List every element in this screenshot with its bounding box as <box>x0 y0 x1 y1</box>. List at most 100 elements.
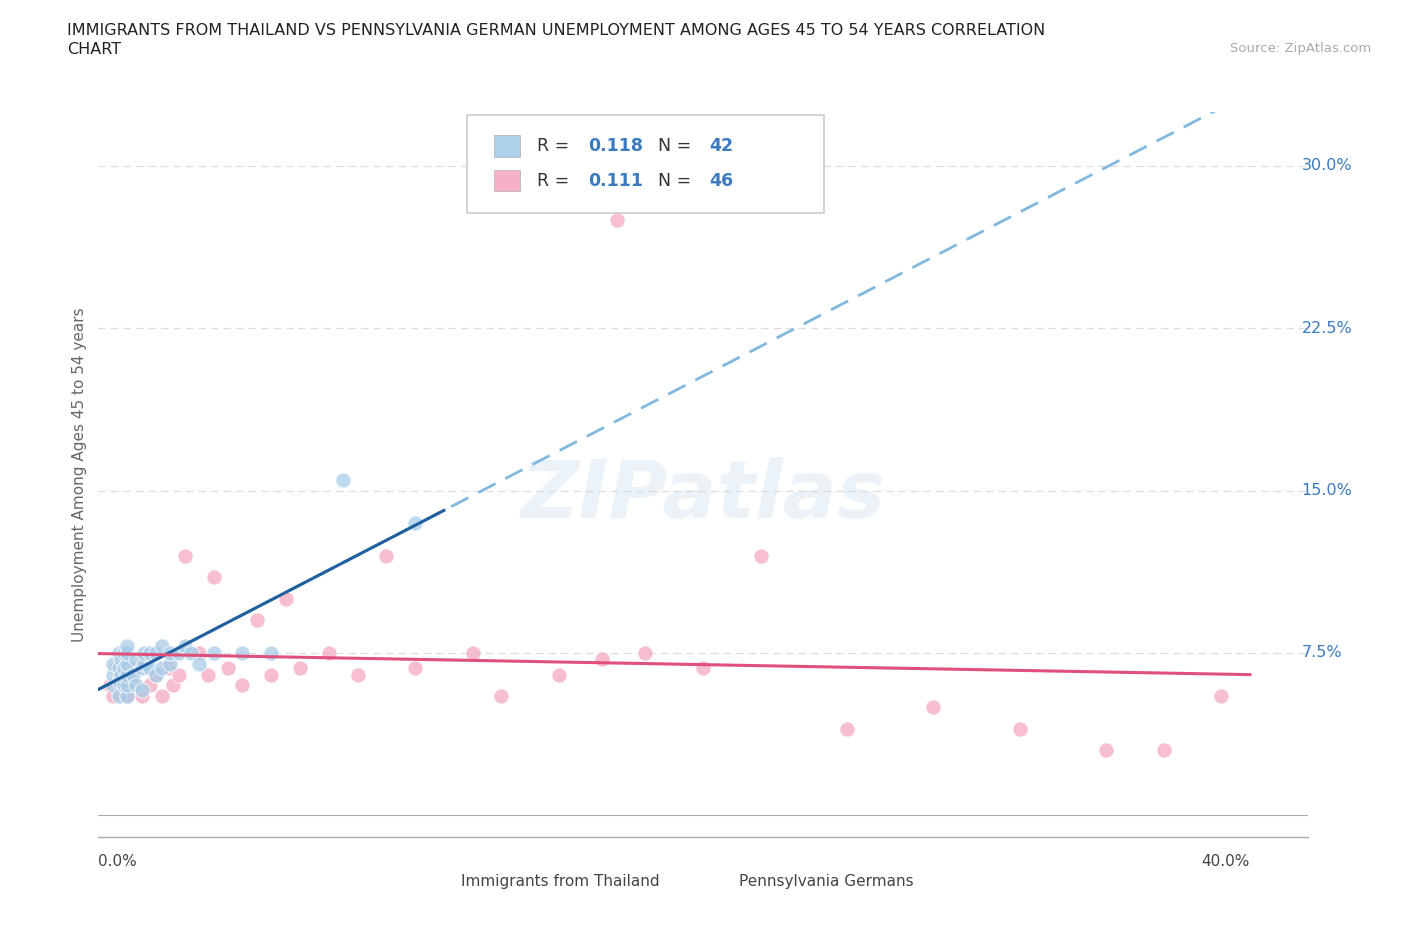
Point <box>139 660 162 675</box>
Y-axis label: Unemployment Among Ages 45 to 54 years: Unemployment Among Ages 45 to 54 years <box>72 307 87 642</box>
Point <box>150 689 173 704</box>
Point <box>134 645 156 660</box>
Point <box>173 639 195 654</box>
Point <box>131 683 153 698</box>
Text: R =: R = <box>537 137 575 154</box>
Point <box>180 645 202 660</box>
Point <box>217 660 239 675</box>
Point <box>112 678 135 693</box>
Point <box>159 645 181 660</box>
Point <box>332 472 354 487</box>
Text: Immigrants from Thailand: Immigrants from Thailand <box>461 874 659 889</box>
Point <box>922 699 945 714</box>
Point <box>107 678 129 693</box>
Text: Pennsylvania Germans: Pennsylvania Germans <box>740 874 914 889</box>
Text: ZIPatlas: ZIPatlas <box>520 457 886 535</box>
Point <box>634 645 657 660</box>
Point <box>125 678 148 693</box>
Point <box>145 667 167 682</box>
Text: 0.111: 0.111 <box>588 171 643 190</box>
Point <box>202 570 225 585</box>
Point <box>202 645 225 660</box>
Text: R =: R = <box>537 171 575 190</box>
Point <box>173 548 195 563</box>
Point <box>101 667 124 682</box>
Point <box>112 657 135 671</box>
Point <box>318 645 340 660</box>
Point <box>692 660 714 675</box>
Text: 42: 42 <box>709 137 733 154</box>
Point <box>231 645 253 660</box>
Point <box>112 660 135 675</box>
FancyBboxPatch shape <box>467 115 824 213</box>
Point <box>131 689 153 704</box>
Point <box>835 722 858 737</box>
Point <box>131 660 153 675</box>
Point <box>115 689 138 704</box>
Text: 0.118: 0.118 <box>588 137 643 154</box>
Point <box>122 667 145 682</box>
Point <box>110 667 132 682</box>
Point <box>125 660 148 675</box>
Text: 30.0%: 30.0% <box>1302 158 1353 173</box>
Point <box>115 667 138 682</box>
Text: 0.0%: 0.0% <box>98 855 138 870</box>
Point <box>260 667 283 682</box>
Point <box>231 678 253 693</box>
Point <box>1211 689 1233 704</box>
Point <box>107 689 129 704</box>
Point <box>288 660 311 675</box>
Point <box>110 667 132 682</box>
Text: 22.5%: 22.5% <box>1302 321 1353 336</box>
Point <box>156 660 179 675</box>
Text: N =: N = <box>658 171 697 190</box>
Point <box>246 613 269 628</box>
Point <box>548 667 571 682</box>
Point <box>115 689 138 704</box>
Point <box>1008 722 1031 737</box>
Point <box>120 667 142 682</box>
Text: 40.0%: 40.0% <box>1202 855 1250 870</box>
Point <box>139 645 162 660</box>
Point <box>115 678 138 693</box>
Point <box>134 657 156 671</box>
Text: CHART: CHART <box>67 42 121 57</box>
Point <box>749 548 772 563</box>
Point <box>1095 743 1118 758</box>
FancyBboxPatch shape <box>425 875 451 894</box>
Point <box>101 689 124 704</box>
Point <box>188 657 211 671</box>
Point <box>159 657 181 671</box>
FancyBboxPatch shape <box>494 169 520 192</box>
Text: IMMIGRANTS FROM THAILAND VS PENNSYLVANIA GERMAN UNEMPLOYMENT AMONG AGES 45 TO 54: IMMIGRANTS FROM THAILAND VS PENNSYLVANIA… <box>67 23 1046 38</box>
Point <box>115 645 138 660</box>
Text: N =: N = <box>658 137 697 154</box>
Point <box>346 667 368 682</box>
Point <box>461 645 484 660</box>
Point <box>197 667 219 682</box>
Point <box>101 678 124 693</box>
Point <box>98 678 121 693</box>
Point <box>110 652 132 667</box>
Point <box>115 639 138 654</box>
Point <box>107 660 129 675</box>
Point <box>122 673 145 688</box>
Text: 15.0%: 15.0% <box>1302 483 1353 498</box>
Text: 7.5%: 7.5% <box>1302 645 1343 660</box>
Point <box>150 660 173 675</box>
Point <box>104 660 127 675</box>
Point <box>260 645 283 660</box>
Point <box>491 689 513 704</box>
Point <box>1153 743 1175 758</box>
Point <box>115 657 138 671</box>
Text: 46: 46 <box>709 171 733 190</box>
Point <box>134 652 156 667</box>
Point <box>145 645 167 660</box>
Point <box>606 212 628 227</box>
Point <box>162 678 184 693</box>
Point <box>167 667 190 682</box>
Point <box>107 645 129 660</box>
Point <box>404 515 426 530</box>
FancyBboxPatch shape <box>703 875 730 894</box>
Point <box>375 548 398 563</box>
